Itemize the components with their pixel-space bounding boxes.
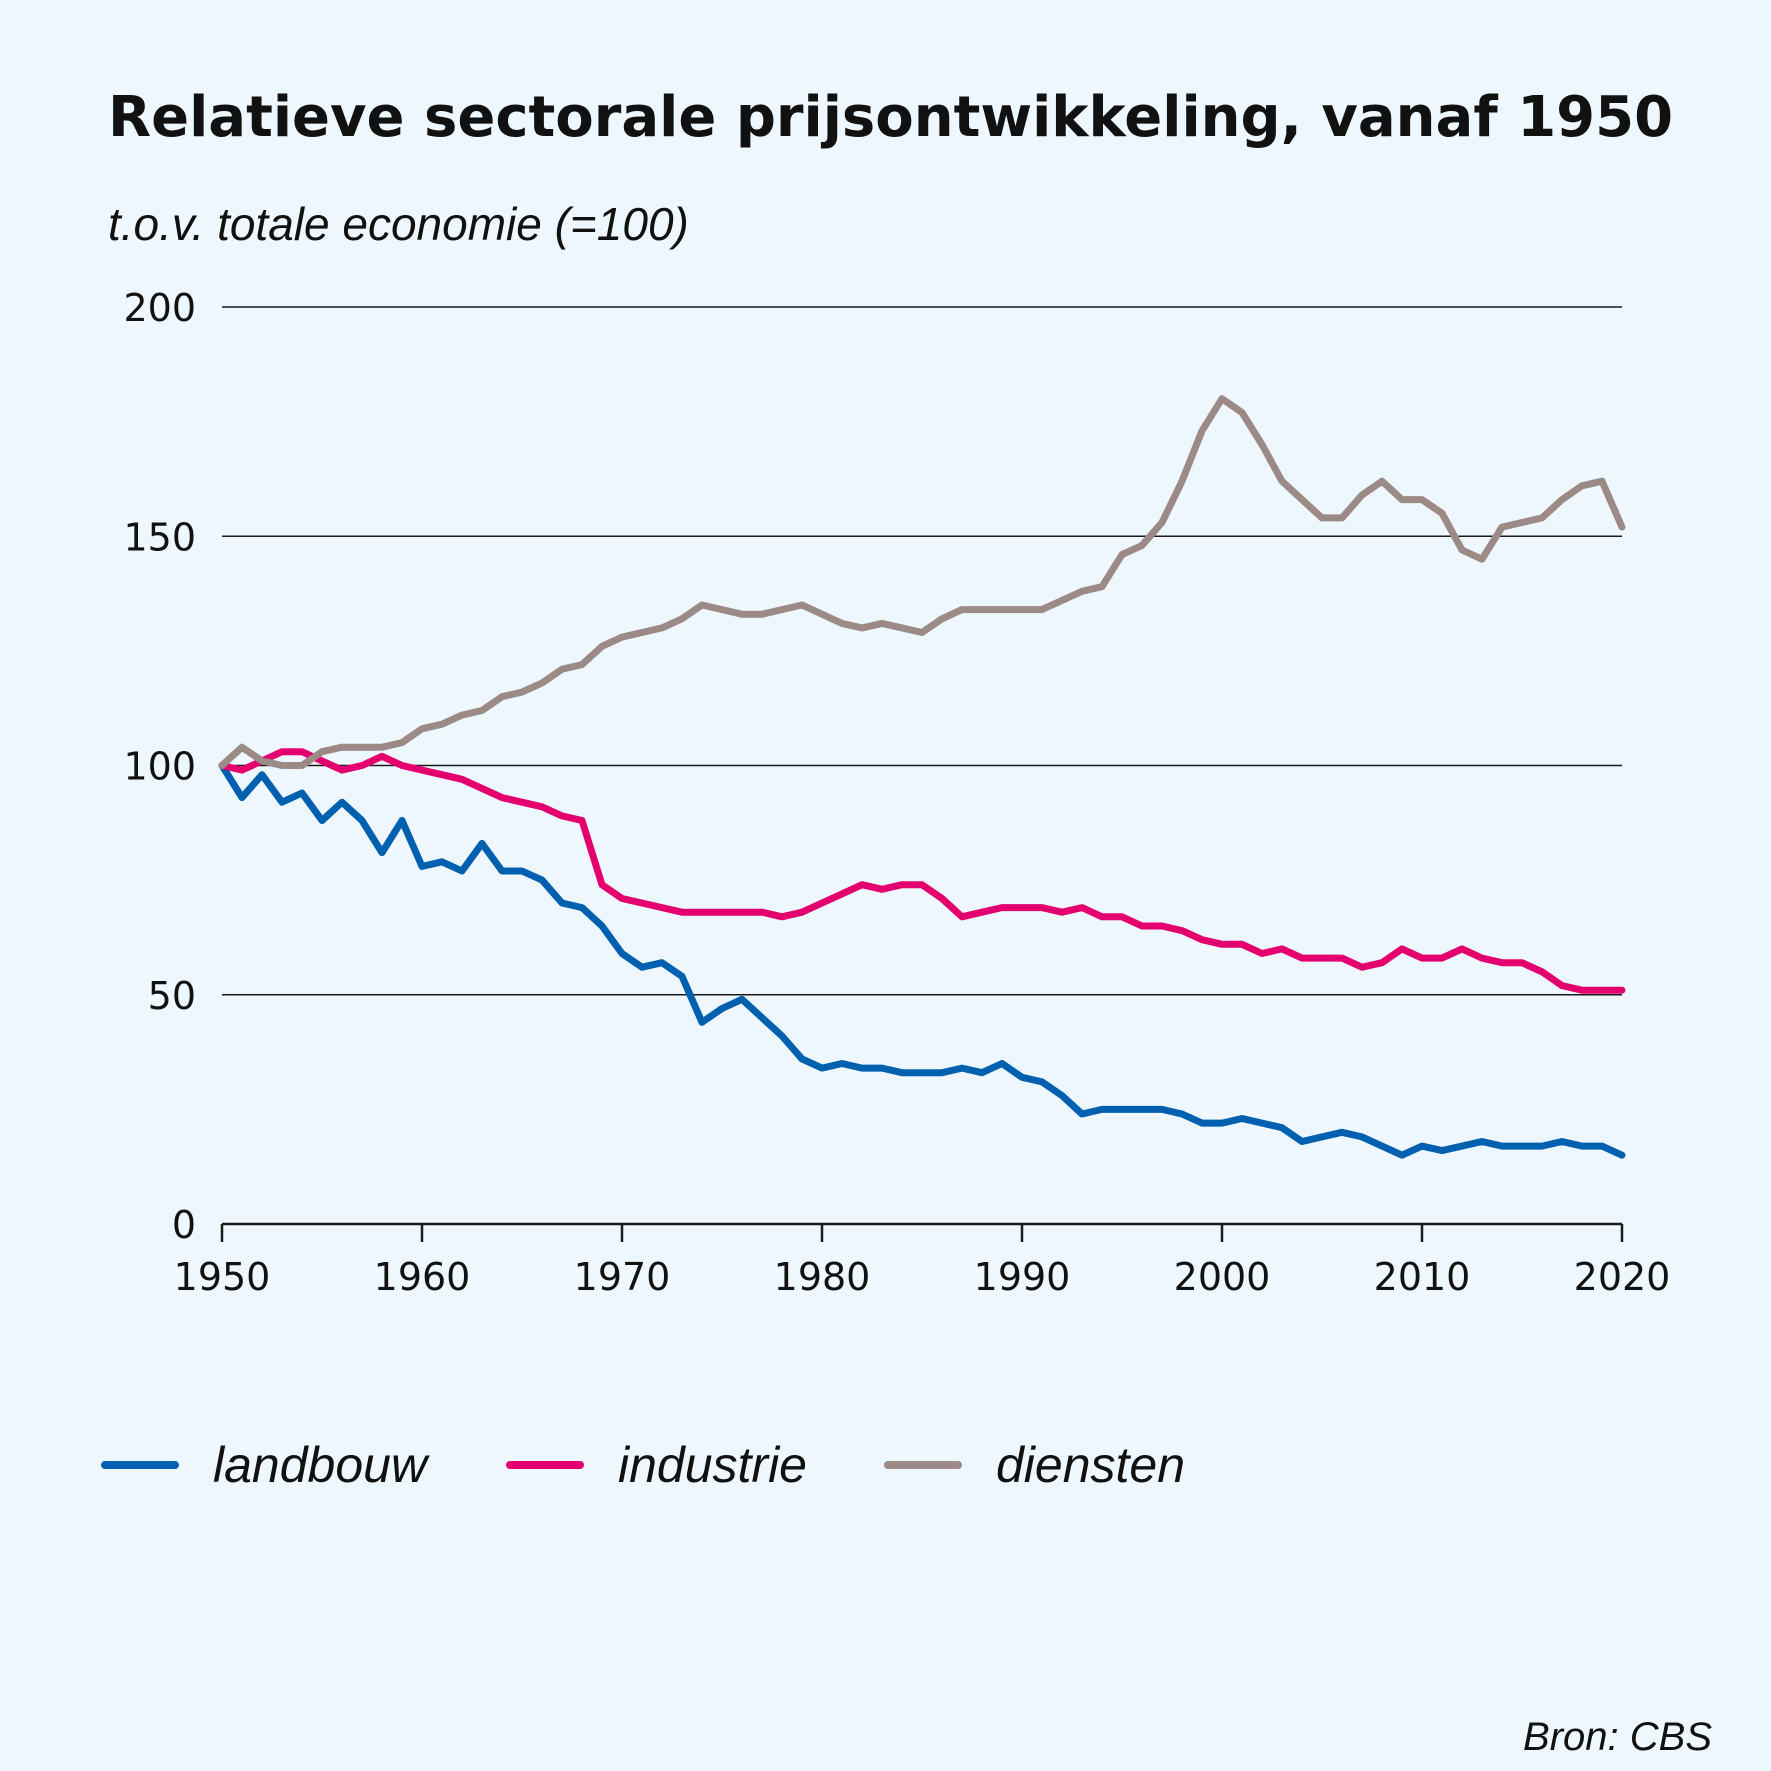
x-tick-label-1990: 1990 bbox=[974, 1255, 1071, 1299]
legend-label-landbouw: landbouw bbox=[213, 1437, 430, 1493]
legend-label-diensten: diensten bbox=[996, 1437, 1185, 1493]
y-tick-label-0: 0 bbox=[172, 1203, 196, 1247]
grid-layer bbox=[222, 306, 1622, 996]
y-tick-label-150: 150 bbox=[123, 515, 196, 559]
axis-layer: 0 50 100 150 200 1950 1960 1970 1980 1990 2000 2010… bbox=[123, 286, 1670, 1299]
y-tick-label-100: 100 bbox=[123, 745, 196, 789]
series-line-diensten bbox=[218, 395, 1626, 769]
x-tick-label-1960: 1960 bbox=[374, 1255, 471, 1299]
x-tick-label-2020: 2020 bbox=[1574, 1255, 1671, 1299]
source-note: Bron: CBS bbox=[1523, 1715, 1712, 1759]
x-tick-label-1950: 1950 bbox=[174, 1255, 271, 1299]
x-tick-label-1980: 1980 bbox=[774, 1255, 871, 1299]
y-tick-label-50: 50 bbox=[148, 974, 196, 1018]
chart-title: Relatieve sectorale prijsontwikkeling, v… bbox=[108, 85, 1673, 150]
x-tick-label-1970: 1970 bbox=[574, 1255, 671, 1299]
series-line-landbouw bbox=[218, 762, 1626, 1159]
legend-label-industrie: industrie bbox=[618, 1437, 807, 1493]
chart-subtitle: t.o.v. totale economie (=100) bbox=[108, 198, 689, 250]
series-line-industrie bbox=[218, 748, 1626, 994]
series-layer bbox=[218, 395, 1626, 1159]
x-tick-label-2000: 2000 bbox=[1174, 1255, 1271, 1299]
legend: landbouw industrie diensten bbox=[101, 1437, 1185, 1493]
x-tick-label-2010: 2010 bbox=[1374, 1255, 1471, 1299]
y-tick-label-200: 200 bbox=[123, 286, 196, 330]
